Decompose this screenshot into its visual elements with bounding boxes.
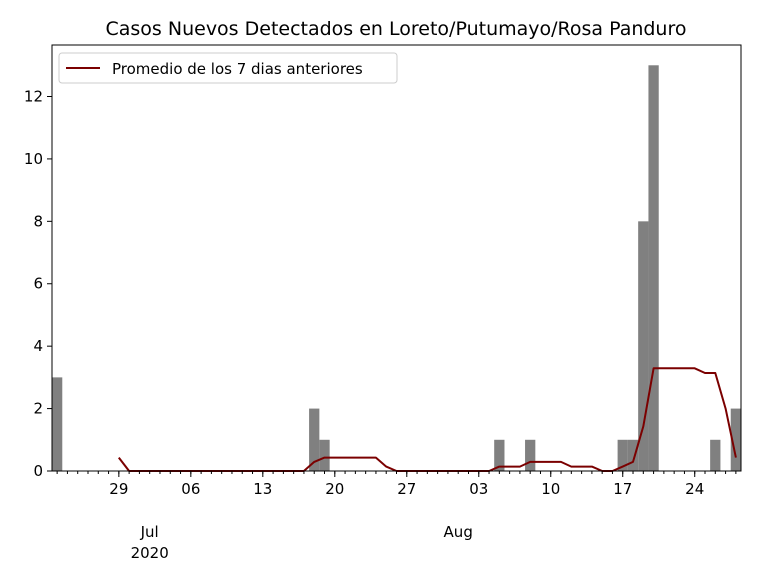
x-tick-label: 06: [181, 480, 200, 498]
bar: [525, 439, 536, 471]
x-tick-label: 20: [325, 480, 344, 498]
x-tick-label: 10: [541, 480, 560, 498]
y-tick-label: 2: [33, 400, 43, 418]
x-month-label: Jul: [140, 523, 159, 541]
y-tick-label: 12: [24, 87, 43, 105]
bar: [494, 439, 505, 471]
plot-frame: [51, 44, 742, 472]
x-tick-label: 17: [613, 480, 632, 498]
bars-layer: [52, 65, 741, 472]
y-tick-label: 0: [33, 462, 43, 480]
legend-box: [58, 52, 398, 84]
bar: [617, 439, 628, 471]
legend: Promedio de los 7 dias anteriores: [58, 52, 398, 84]
x-year-label: 2020: [131, 544, 169, 562]
x-tick-label: 24: [685, 480, 704, 498]
x-tick-label: 29: [109, 480, 128, 498]
x-tick-label: 13: [253, 480, 272, 498]
bar: [319, 439, 330, 471]
y-axis: 0 2 4 6 8 10 12: [24, 87, 52, 480]
chart-title: Casos Nuevos Detectados en Loreto/Putuma…: [106, 18, 687, 40]
x-tick-label: 27: [397, 480, 416, 498]
bar: [648, 65, 659, 472]
bar: [638, 221, 649, 471]
bar: [710, 439, 721, 471]
y-tick-label: 10: [24, 150, 43, 168]
series-line: [118, 367, 737, 472]
y-tick-label: 8: [33, 212, 43, 230]
line-layer: [118, 367, 737, 472]
x-month-label: Aug: [444, 523, 473, 541]
x-tick-label: 03: [469, 480, 488, 498]
x-axis: 29 06 13 20 27 03 10 17 24 Jul 2020 Aug: [56, 471, 737, 562]
bar: [309, 408, 320, 471]
bar: [627, 439, 639, 471]
legend-label: Promedio de los 7 dias anteriores: [112, 60, 363, 78]
y-tick-label: 4: [33, 337, 43, 355]
bar: [52, 377, 63, 471]
bar: [730, 408, 741, 471]
y-tick-label: 6: [33, 275, 43, 293]
